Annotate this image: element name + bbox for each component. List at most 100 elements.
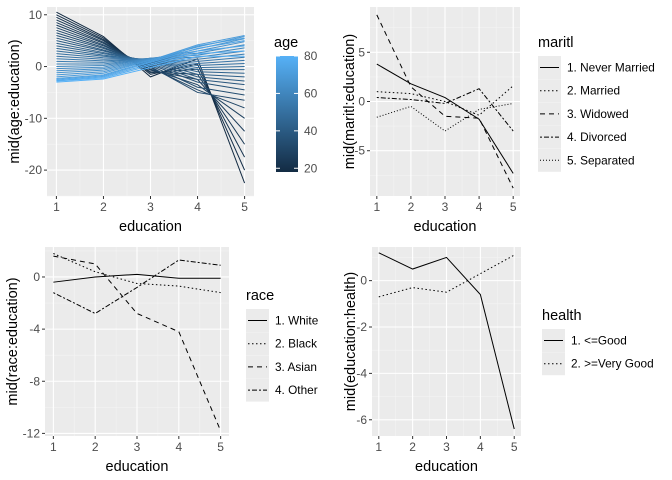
series-line-2 — [378, 254, 515, 298]
legend-label: 1. <=Good — [571, 334, 627, 348]
colorbar-label: 20 — [304, 161, 318, 175]
legend-key-background — [246, 378, 269, 402]
x-tick-label: 3 — [134, 440, 141, 454]
series-line-age-62 — [56, 44, 245, 70]
series-line-2 — [53, 253, 221, 294]
series-line-age-64 — [56, 41, 245, 72]
series-line-4 — [53, 259, 221, 315]
legend-label: 5. Separated — [567, 153, 635, 167]
colorbar-label: 60 — [304, 86, 318, 100]
legend-label: 2. Black — [275, 337, 317, 351]
x-tick-label: 5 — [217, 440, 224, 454]
y-tick-label: -2 — [356, 320, 367, 334]
series-line-age-36 — [56, 34, 245, 91]
legend-label: 1. Never Married — [567, 61, 655, 75]
y-tick-label: -4 — [356, 366, 367, 380]
y-tick-label: 0 — [360, 274, 367, 288]
x-tick-label: 4 — [476, 200, 483, 214]
x-tick-label: 4 — [194, 200, 201, 214]
series-line-3 — [53, 255, 222, 431]
legend-label: 3. Asian — [275, 360, 317, 374]
legend-label: 4. Other — [275, 383, 318, 397]
series-line-1 — [53, 273, 221, 283]
series-line-age-76 — [56, 45, 245, 82]
series-group — [56, 11, 246, 184]
panel-p3: 1 2 3 4 5 -12 -8 -4 0 education mid(race:education… — [5, 247, 319, 475]
y-tick-label: -4 — [29, 322, 40, 336]
x-tick-label: 2 — [100, 200, 107, 214]
x-axis-title: education — [119, 219, 182, 235]
y-tick-label: 5 — [358, 45, 365, 59]
series-line-3 — [376, 14, 514, 189]
x-tick-label: 3 — [147, 200, 154, 214]
series-line-age-80 — [56, 55, 245, 83]
colorbar — [276, 56, 298, 172]
x-tick-label: 3 — [442, 200, 449, 214]
legend-key-background — [538, 125, 561, 149]
series-line-1 — [376, 63, 514, 174]
x-tick-label: 5 — [510, 200, 517, 214]
x-tick-label: 2 — [408, 200, 415, 214]
legend-label: 4. Divorced — [567, 130, 627, 144]
x-tick-label: 4 — [477, 440, 484, 454]
y-tick-label: 0 — [33, 270, 40, 284]
x-tick-label: 5 — [511, 440, 518, 454]
x-tick-label: 1 — [53, 200, 60, 214]
legend-title: age — [274, 35, 298, 51]
y-axis-title: mid(age:education) — [7, 39, 23, 163]
legend-label: 3. Widowed — [567, 107, 629, 121]
series-line-age-38 — [56, 37, 245, 86]
series-line-age-26 — [56, 22, 245, 132]
y-axis-title: mid(race:education) — [5, 277, 21, 405]
panel-p1: 1 2 3 4 5 -20 -10 0 10 education mid(age:education… — [7, 7, 318, 235]
x-axis-title: education — [414, 219, 477, 235]
x-tick-label: 1 — [373, 200, 380, 214]
y-tick-label: 0 — [35, 60, 42, 74]
series-line-5 — [376, 102, 514, 132]
panel-p2: 1 2 3 4 5 -5 0 5 education mid(maritl:education) m… — [342, 7, 655, 235]
panel-p4: 1 2 3 4 5 -6 -4 -2 0 education mid(education:healt… — [343, 247, 654, 475]
legend-label: 2. >=Very Good — [571, 357, 654, 371]
x-tick-label: 3 — [443, 440, 450, 454]
x-tick-label: 1 — [375, 440, 382, 454]
panels: 1 2 3 4 5-20-10010educationmid(age:education… — [5, 7, 655, 475]
legend-label: 1. White — [275, 314, 319, 328]
series-line-age-70 — [56, 34, 245, 78]
y-tick-label: -6 — [356, 413, 367, 427]
series-group — [53, 253, 222, 431]
x-tick-label: 2 — [92, 440, 99, 454]
y-tick-label: -5 — [354, 144, 365, 158]
legend-title: health — [542, 308, 582, 324]
x-tick-label: 1 — [50, 440, 57, 454]
series-line-age-74 — [56, 40, 245, 80]
legend: maritl 1. Never Married 2. Married 3. Widow… — [538, 35, 655, 172]
series-line-age-72 — [56, 37, 245, 79]
y-axis-title: mid(education:health) — [343, 272, 359, 411]
series-line-2 — [376, 85, 514, 116]
y-tick-label: -12 — [23, 426, 41, 440]
x-axis-title: education — [415, 459, 478, 475]
legend-label: 2. Married — [567, 84, 620, 98]
legend: age 20 40 60 80 — [274, 35, 318, 175]
legend-title: race — [246, 288, 274, 304]
series-line-age-32 — [56, 29, 245, 101]
colorbar-label: 40 — [304, 124, 318, 138]
legend: health 1. <=Good 2. >=Very Good — [542, 308, 654, 376]
x-axis-title: education — [106, 459, 169, 475]
series-group — [376, 14, 514, 189]
y-tick-label: 0 — [358, 95, 365, 109]
y-tick-label: -10 — [25, 111, 43, 125]
x-tick-label: 5 — [241, 200, 248, 214]
x-tick-label: 4 — [175, 440, 182, 454]
colorbar-label: 80 — [304, 49, 318, 63]
y-tick-label: -20 — [25, 163, 43, 177]
y-axis-title: mid(maritl:education) — [342, 34, 358, 169]
series-line-4 — [376, 88, 514, 132]
series-line-age-78 — [56, 50, 245, 82]
x-tick-label: 2 — [409, 440, 416, 454]
series-group — [378, 252, 515, 430]
y-tick-label: 10 — [29, 8, 43, 22]
y-tick-label: -8 — [29, 374, 40, 388]
